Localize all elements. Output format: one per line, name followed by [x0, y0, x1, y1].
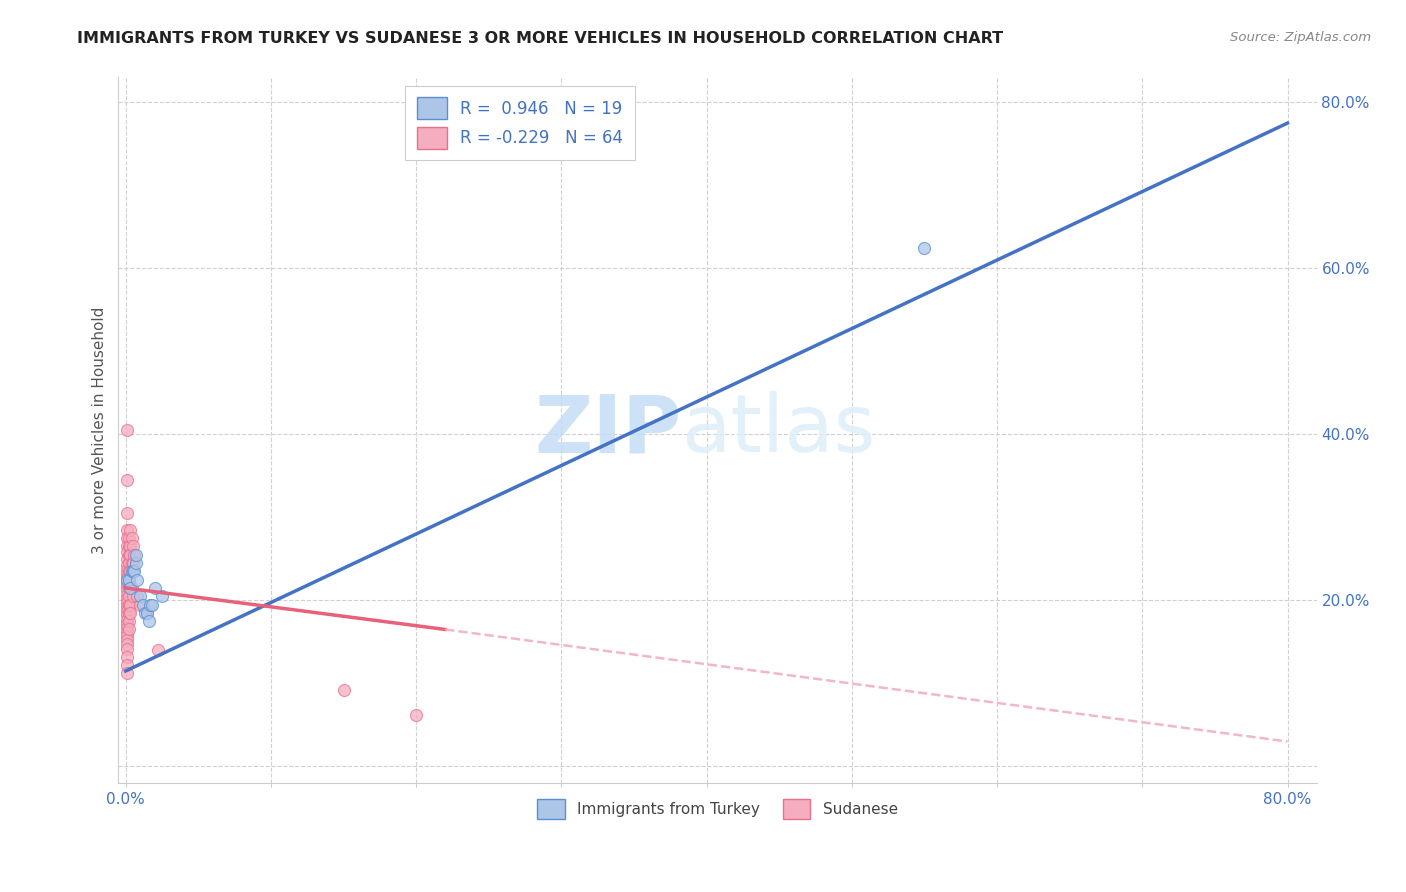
Point — [115, 649, 138, 664]
Point — [124, 565, 146, 579]
Point — [115, 588, 138, 602]
Point — [129, 589, 152, 603]
Point — [120, 581, 142, 595]
Point — [117, 556, 139, 570]
Point — [127, 589, 149, 603]
Point — [139, 598, 162, 612]
Text: IMMIGRANTS FROM TURKEY VS SUDANESE 3 OR MORE VEHICLES IN HOUSEHOLD CORRELATION C: IMMIGRANTS FROM TURKEY VS SUDANESE 3 OR … — [77, 31, 1004, 46]
Text: atlas: atlas — [682, 392, 876, 469]
Point — [115, 591, 138, 606]
Point — [136, 606, 159, 620]
Point — [117, 573, 139, 587]
Point — [122, 556, 145, 570]
Point — [120, 598, 142, 612]
Point — [132, 598, 155, 612]
Point — [125, 556, 148, 570]
Point — [115, 600, 138, 615]
Point — [141, 598, 163, 612]
Point — [146, 643, 169, 657]
Point — [115, 579, 138, 593]
Point — [405, 708, 427, 723]
Point — [115, 423, 138, 437]
Point — [120, 606, 142, 620]
Y-axis label: 3 or more Vehicles in Household: 3 or more Vehicles in Household — [93, 307, 107, 554]
Point — [120, 581, 142, 595]
Point — [332, 683, 354, 698]
Point — [150, 589, 173, 603]
Point — [115, 571, 138, 585]
Point — [117, 598, 139, 612]
Point — [117, 565, 139, 579]
Point — [125, 548, 148, 562]
Point — [121, 565, 143, 579]
Point — [115, 563, 138, 577]
Point — [115, 613, 138, 627]
Point — [117, 548, 139, 562]
Point — [120, 565, 142, 579]
Point — [912, 241, 935, 255]
Point — [115, 545, 138, 559]
Point — [115, 596, 138, 610]
Point — [129, 598, 152, 612]
Point — [117, 589, 139, 603]
Point — [120, 548, 142, 562]
Point — [121, 556, 143, 570]
Point — [122, 565, 145, 579]
Point — [115, 621, 138, 635]
Point — [115, 637, 138, 651]
Point — [134, 606, 156, 620]
Point — [143, 581, 166, 595]
Point — [120, 523, 142, 537]
Point — [115, 629, 138, 643]
Point — [117, 540, 139, 554]
Point — [120, 540, 142, 554]
Point — [136, 606, 159, 620]
Point — [115, 608, 138, 623]
Point — [138, 614, 160, 628]
Point — [115, 624, 138, 639]
Point — [115, 616, 138, 631]
Point — [115, 558, 138, 572]
Point — [115, 575, 138, 590]
Point — [115, 583, 138, 598]
Text: ZIP: ZIP — [534, 392, 682, 469]
Point — [117, 623, 139, 637]
Point — [117, 581, 139, 595]
Point — [117, 573, 139, 587]
Point — [117, 606, 139, 620]
Point — [121, 531, 143, 545]
Point — [115, 531, 138, 545]
Point — [117, 614, 139, 628]
Point — [117, 531, 139, 545]
Legend: Immigrants from Turkey, Sudanese: Immigrants from Turkey, Sudanese — [531, 793, 904, 825]
Point — [121, 581, 143, 595]
Point — [115, 506, 138, 520]
Point — [127, 573, 149, 587]
Point — [115, 473, 138, 487]
Point — [115, 666, 138, 681]
Point — [115, 658, 138, 673]
Point — [115, 566, 138, 581]
Text: Source: ZipAtlas.com: Source: ZipAtlas.com — [1230, 31, 1371, 45]
Point — [122, 589, 145, 603]
Point — [115, 523, 138, 537]
Point — [115, 552, 138, 566]
Point — [122, 540, 145, 554]
Point — [115, 540, 138, 554]
Point — [124, 548, 146, 562]
Point — [115, 573, 138, 587]
Point — [115, 641, 138, 656]
Point — [115, 604, 138, 618]
Point — [115, 633, 138, 648]
